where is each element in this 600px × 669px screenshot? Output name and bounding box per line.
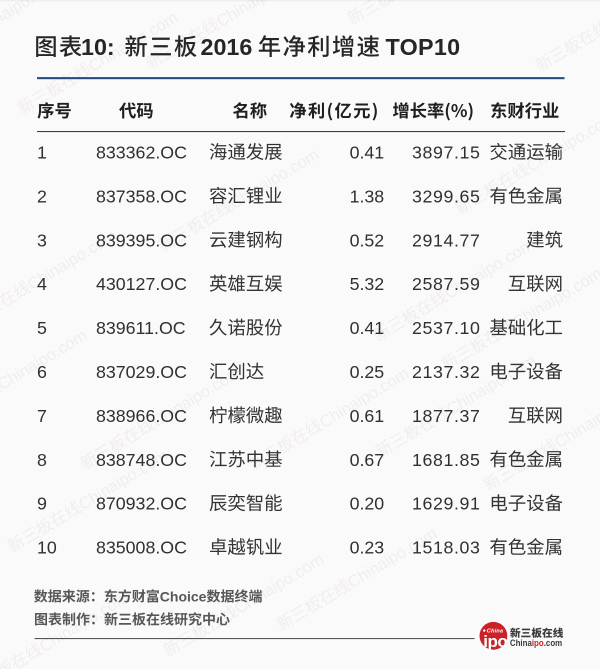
svg-text:0.67: 0.67 [350, 450, 385, 470]
svg-text:837029.OC: 837029.OC [96, 362, 187, 382]
svg-text:0.25: 0.25 [350, 362, 385, 382]
svg-text:2914.77: 2914.77 [412, 230, 480, 250]
svg-text:1: 1 [37, 143, 47, 163]
svg-text:6: 6 [37, 362, 47, 382]
svg-text:2537.10: 2537.10 [412, 318, 480, 338]
svg-text:1629.91: 1629.91 [412, 494, 480, 514]
svg-text:ipo: ipo [483, 632, 507, 651]
svg-text:838748.OC: 838748.OC [96, 450, 187, 470]
svg-text:5.32: 5.32 [350, 274, 385, 294]
svg-text:838966.OC: 838966.OC [96, 406, 187, 426]
svg-text:1518.03: 1518.03 [412, 538, 480, 558]
svg-text:TOP10: TOP10 [386, 34, 461, 60]
svg-text:Chinaipo.com: Chinaipo.com [510, 638, 562, 648]
svg-text:2137.32: 2137.32 [412, 362, 480, 382]
svg-text:839395.OC: 839395.OC [96, 230, 187, 250]
svg-text:2587.59: 2587.59 [412, 274, 480, 294]
svg-text:2016: 2016 [201, 34, 253, 60]
svg-text:5: 5 [37, 318, 47, 338]
svg-text:10: 10 [37, 538, 57, 558]
svg-text:2: 2 [37, 186, 47, 206]
svg-text:3897.15: 3897.15 [412, 143, 480, 163]
svg-text:3299.65: 3299.65 [412, 186, 480, 206]
svg-text:Choice: Choice [160, 588, 207, 604]
svg-text:7: 7 [37, 406, 47, 426]
svg-text:10:: 10: [81, 34, 115, 60]
svg-text:1.38: 1.38 [350, 186, 385, 206]
svg-text:1681.85: 1681.85 [412, 450, 480, 470]
svg-text:9: 9 [37, 494, 47, 514]
svg-text:0.41: 0.41 [350, 318, 385, 338]
svg-text:837358.OC: 837358.OC [96, 186, 187, 206]
svg-text:8: 8 [37, 450, 47, 470]
svg-text:0.52: 0.52 [350, 230, 385, 250]
svg-text:3: 3 [37, 230, 47, 250]
svg-text:833362.OC: 833362.OC [96, 143, 187, 163]
svg-text:0.41: 0.41 [350, 143, 385, 163]
svg-text:835008.OC: 835008.OC [96, 538, 187, 558]
svg-text:0.23: 0.23 [350, 538, 385, 558]
svg-text:870932.OC: 870932.OC [96, 494, 187, 514]
svg-text:430127.OC: 430127.OC [96, 274, 187, 294]
svg-text:4: 4 [37, 274, 47, 294]
svg-text:China: China [487, 628, 503, 634]
svg-text:1877.37: 1877.37 [412, 406, 480, 426]
svg-text:839611.OC: 839611.OC [96, 318, 186, 338]
svg-text:0.20: 0.20 [350, 494, 385, 514]
svg-text:0.61: 0.61 [350, 406, 385, 426]
